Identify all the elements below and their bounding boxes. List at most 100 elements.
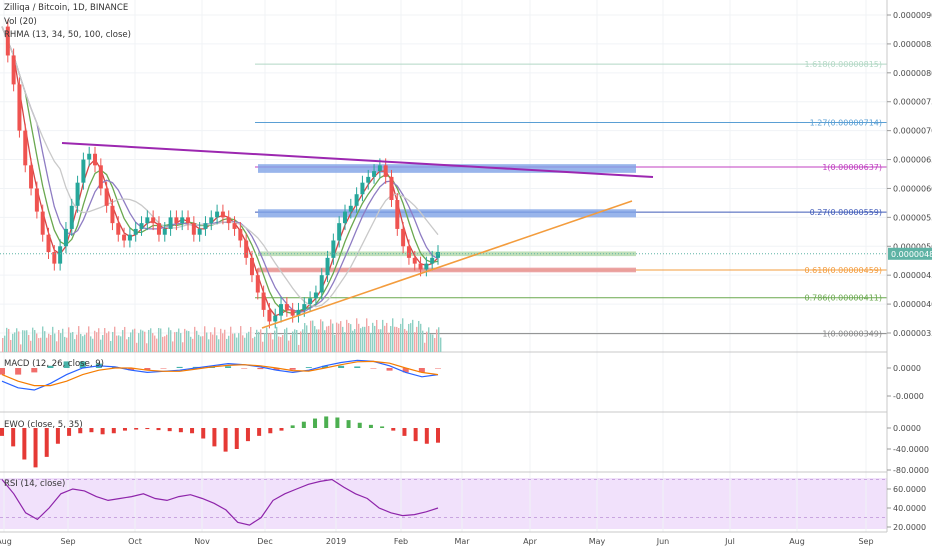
moving-average-line [1,26,439,317]
candle-body [273,315,278,322]
volume-bar [24,330,26,352]
volume-bar [286,327,288,352]
volume-bar [384,325,386,352]
ewo-bar [436,428,440,443]
price-tick-label: 0.00000350 [893,329,932,338]
ewo-bar [22,428,27,460]
macd-histogram-bar [47,365,54,368]
macd-histogram-bar [435,368,441,369]
volume-bar [10,339,12,352]
macd-legend: MACD (12, 26, close, 9) [4,359,104,369]
candle-body [46,234,51,253]
volume-bar [212,334,214,352]
ewo-bar [234,428,239,449]
volume-bar [430,334,432,352]
volume-bar [164,336,166,352]
ewo-bar [268,428,273,434]
time-tick-label: Jun [656,537,670,546]
descending-trendline [61,142,654,178]
ewo-bar [33,428,38,468]
candle-body [122,234,127,241]
volume-bar [318,329,320,352]
macd-histogram-bar [321,365,328,368]
candle-body [11,55,16,85]
volume-bar [66,337,68,352]
macd-histogram-bar [15,368,22,375]
volume-bar [152,333,154,352]
candle-body [406,246,411,258]
volume-bar [266,327,268,352]
rsi-pane [0,478,887,526]
macd-histogram-bar [144,368,151,371]
volume-bar [364,326,366,352]
ascending-trendline [261,200,633,329]
ewo-pane [0,416,440,468]
price-tick-label: 0.00000450 [893,271,932,280]
candle-body [162,228,167,235]
candle-body [186,217,191,224]
volume-bar [362,326,364,352]
volume-bar [436,329,438,352]
time-tick-label: Oct [128,537,142,546]
price-tick-label: 0.00000550 [893,213,932,222]
candle-body [412,257,417,264]
volume-bar [130,332,132,352]
volume-bar [424,342,426,352]
volume-bar [332,323,334,352]
price-axis: 0.00000900 0.00000850 0.00000800 0.00000750… [0,11,932,338]
volume-bar [336,322,338,352]
volume-bar [256,329,258,352]
ewo-bar [201,428,206,439]
macd-histogram-bar [176,366,183,368]
time-tick-label: Aug [789,537,805,546]
volume-bar [160,328,162,352]
volume-bar [352,330,354,352]
volume-bar [272,339,274,352]
volume-bar [172,341,174,352]
price-tick-label: 0.00000500 [893,242,932,251]
ewo-bar [223,428,228,452]
price-tick-label: 0.00000850 [893,40,932,49]
volume-bar [96,332,98,352]
candle-body [156,223,161,235]
candle-body [244,240,249,258]
candle-body [372,171,377,177]
volume-bar [106,333,108,352]
volume-bar [428,327,430,352]
volume-bar [264,333,266,352]
volume-bar [108,331,110,352]
vol-legend: Vol (20) [4,17,37,27]
macd-histogram-bar [257,368,264,370]
candle-body [342,211,347,224]
main-pane[interactable] [0,0,887,352]
rsi-band [0,478,887,529]
volume-bar [194,326,196,352]
volume-bar [238,333,240,352]
rsi-line [1,478,439,526]
macd-histogram-bar [128,368,135,371]
current-price-tag: 0.00000487 [888,247,932,260]
candle-body [220,211,225,218]
ewo-bar [346,420,351,428]
volume-bar [116,335,118,352]
volume-bar [198,334,200,352]
volume-bar [6,327,8,352]
volume-bar [168,327,170,352]
volume-bar [70,332,72,352]
signal-line [1,360,439,387]
candle-body [104,188,109,206]
ewo-bar [257,428,262,436]
time-tick-label: Aug [0,537,12,546]
sub-tick-label: -40.0000 [893,445,929,454]
volume-bar [366,318,368,352]
volume-bar [174,332,176,352]
ewo-bar [78,428,83,434]
indicator-axes: 0.0000 -0.0000 0.0000 -40.0000 -80.0000 60.00… [887,364,929,532]
volume-bar [192,338,194,352]
ewo-bar [380,426,385,428]
volume-bar [426,331,428,352]
volume-bar [320,319,322,352]
volume-bar [342,326,344,352]
volume-bar [144,331,146,352]
